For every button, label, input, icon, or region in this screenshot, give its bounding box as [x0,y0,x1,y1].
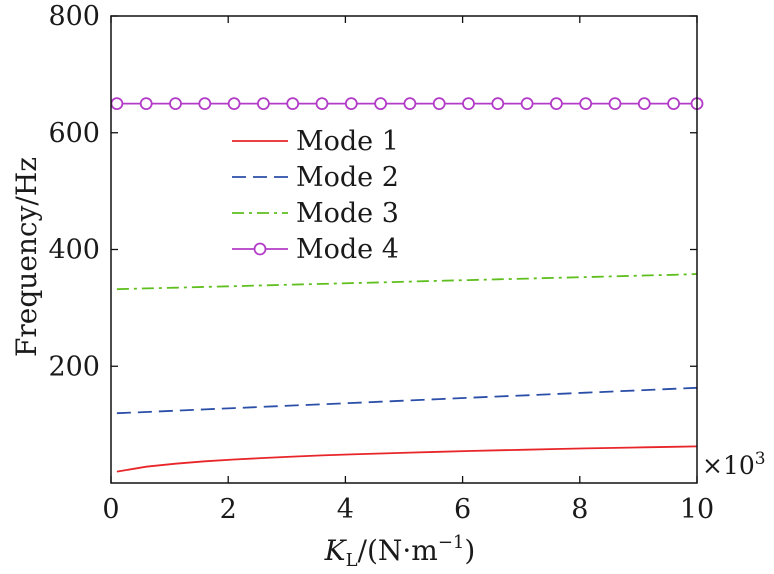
x-tick-label: 4 [337,494,354,525]
y-tick-label: 600 [48,118,100,149]
x-axis-label-symbol: K [324,534,348,567]
data-point [462,97,475,110]
data-point [637,97,651,110]
data-point [520,97,534,110]
legend-label-mode-4: Mode 4 [296,234,399,265]
x-axis-label-unit: /(N·m [358,534,438,567]
x-tick-label: 2 [220,494,237,525]
data-point [198,97,212,110]
data-point [110,97,124,110]
x-tick-label: 10 [680,494,714,525]
axes: 0 2 4 6 8 10 200 400 600 800 [48,1,714,525]
data-point [550,97,563,110]
data-point [579,97,593,110]
series-line-mode-3 [116,273,698,291]
legend-label-mode-1: Mode 1 [296,126,399,157]
legend-label-mode-2: Mode 2 [296,162,399,193]
x-tick-label: 0 [102,494,119,525]
data-point [491,97,505,110]
data-point [374,97,388,110]
y-tick-label: 200 [48,351,100,382]
x-axis-label-subscript: L [346,550,358,571]
x-tick-label: 8 [571,494,588,525]
x-axis-label-close: ) [464,534,475,567]
x-axis-multiplier-base: ×10 [702,451,755,480]
x-axis-label-superscript: −1 [438,532,465,553]
data-point [315,97,329,110]
x-axis-multiplier-exponent: 3 [755,449,766,469]
data-point [227,97,241,110]
data-point [286,97,300,110]
series-line-mode-1 [116,445,698,473]
data-point [256,97,270,110]
data-point [608,97,622,110]
plot-frame [110,15,698,484]
data-point [139,97,153,110]
data-point [344,97,358,110]
data-point [667,97,680,110]
data-point [432,97,446,110]
legend-label-mode-3: Mode 3 [296,198,399,229]
x-axis-label: KL/(N·m−1) [324,532,476,571]
data-point [169,97,182,110]
x-axis-multiplier: ×103 [702,449,766,480]
plot-area [110,97,704,473]
data-point [403,97,417,110]
legend-marker [253,242,267,256]
y-axis-label: Frequency/Hz [10,157,43,357]
legend: Mode 1 Mode 2 Mode 3 Mode 4 [232,126,399,265]
y-tick-label: 800 [48,1,100,32]
y-tick-label: 400 [48,235,100,266]
series-line-mode-2 [116,386,698,415]
x-tick-label: 6 [454,494,471,525]
